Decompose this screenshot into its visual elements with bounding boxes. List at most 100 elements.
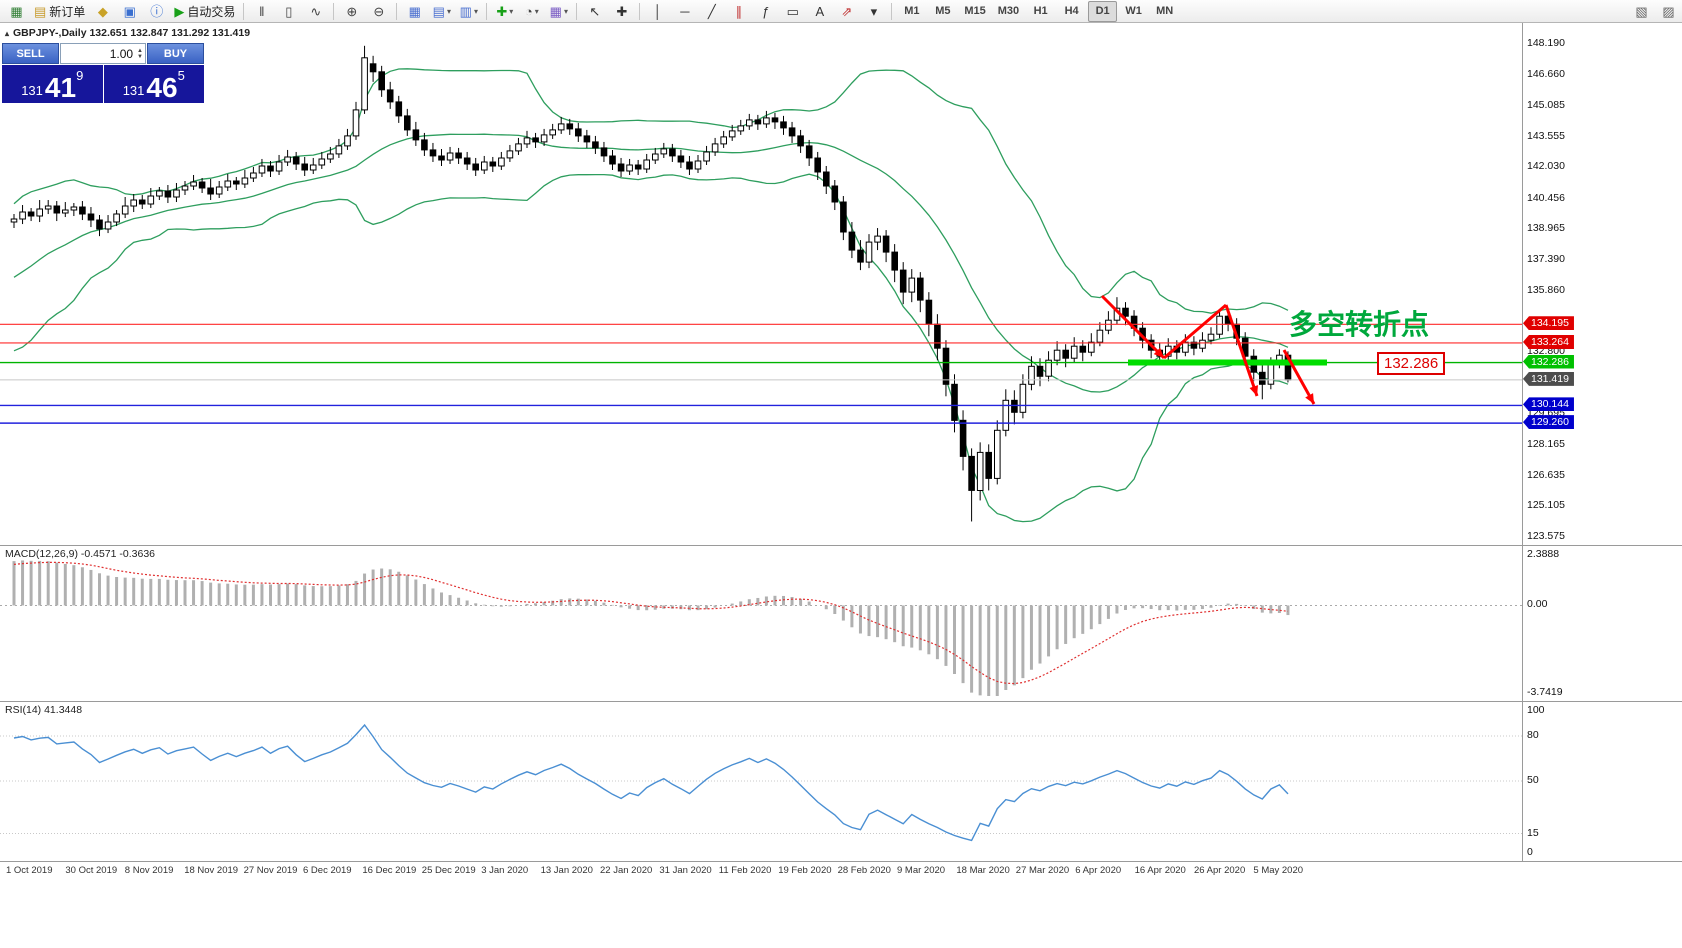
volume-value[interactable]: 1.00 xyxy=(109,46,134,61)
new-chart-button[interactable]: ▦ xyxy=(4,1,29,22)
new-order-button[interactable]: ▤ 新订单 xyxy=(31,1,88,22)
chart-annotation-text[interactable]: 多空转折点 xyxy=(1289,308,1430,341)
indicators-button[interactable]: ✚ ▾ xyxy=(492,1,517,22)
periods-button-icon: ◔ xyxy=(524,3,533,19)
price-axis-tag: 134.195 xyxy=(1523,316,1574,331)
info-button[interactable]: ⓘ xyxy=(144,1,169,22)
cursor-button[interactable]: ↖ xyxy=(582,1,607,22)
new-order-button-label: 新订单 xyxy=(49,4,86,19)
zoom-out-button[interactable]: ⊖ xyxy=(366,1,391,22)
price-axis-label: 148.190 xyxy=(1527,37,1565,49)
price-axis-tag: 130.144 xyxy=(1523,397,1574,412)
channel-button-icon: ∥ xyxy=(735,3,743,19)
tf-d1-label: D1 xyxy=(1095,5,1110,17)
data-window-button[interactable]: ▧ xyxy=(1629,1,1654,22)
cascade-button-icon: ▥ xyxy=(459,3,472,19)
templates-button[interactable]: ▦ ▾ xyxy=(546,1,571,22)
tf-h1[interactable]: H1 xyxy=(1026,1,1055,22)
tf-m30-label: M30 xyxy=(997,5,1020,17)
price-axis-label: 125.105 xyxy=(1527,499,1565,512)
volume-up-button[interactable]: ▲ xyxy=(137,47,143,54)
tf-mn-label: MN xyxy=(1156,5,1174,17)
autotrading-button[interactable]: ▶ 自动交易 xyxy=(171,1,238,22)
candlestick-button[interactable]: ▯ xyxy=(276,1,301,22)
line-chart-button[interactable]: ∿ xyxy=(303,1,328,22)
horizontal-line-button[interactable]: ─ xyxy=(672,1,697,22)
cursor-button-icon: ↖ xyxy=(589,3,601,19)
arrows-button-icon: ⇗ xyxy=(841,3,853,19)
sell-button[interactable]: SELL xyxy=(2,43,59,64)
arrange-button-icon: ▤ xyxy=(432,3,445,19)
tf-m5[interactable]: M5 xyxy=(928,1,957,22)
rsi-scale-label: 0 xyxy=(1527,846,1533,858)
sell-price-display[interactable]: 131 41 9 xyxy=(2,65,103,103)
indicators-button-dropdown-icon[interactable]: ▾ xyxy=(509,6,514,16)
price-axis-label: 142.030 xyxy=(1527,160,1565,173)
tf-d1[interactable]: D1 xyxy=(1088,0,1118,22)
buy-price-display[interactable]: 131 46 5 xyxy=(103,65,204,103)
cascade-button[interactable]: ▥ ▾ xyxy=(456,1,481,22)
price-axis-label: 135.860 xyxy=(1527,283,1565,296)
objects-dropdown[interactable]: ▾ xyxy=(861,1,886,22)
crosshair-button-icon: ✚ xyxy=(616,3,628,19)
data-window-button-icon: ▧ xyxy=(1635,3,1648,19)
buy-button[interactable]: BUY xyxy=(147,43,204,64)
periods-button[interactable]: ◔ ▾ xyxy=(519,1,544,22)
cascade-button-dropdown-icon[interactable]: ▾ xyxy=(473,6,478,16)
autotrading-button-label: 自动交易 xyxy=(187,4,236,19)
volume-stepper[interactable]: 1.00 ▲ ▼ xyxy=(60,43,146,64)
buy-price-figure: 131 xyxy=(122,83,145,98)
price-axis-tag: 129.260 xyxy=(1523,415,1574,430)
price-axis-label: 143.555 xyxy=(1527,129,1565,142)
tf-h1-label: H1 xyxy=(1033,5,1048,17)
profiles-button-icon: ▣ xyxy=(123,3,136,19)
shapes-button[interactable]: ▭ xyxy=(780,1,805,22)
rsi-scale-label: 100 xyxy=(1527,704,1545,716)
arrange-button-dropdown-icon[interactable]: ▾ xyxy=(446,6,451,16)
channel-button[interactable]: ∥ xyxy=(726,1,751,22)
tf-m15[interactable]: M15 xyxy=(959,1,990,22)
info-button-icon: ⓘ xyxy=(150,3,164,19)
search-button[interactable]: ▨ xyxy=(1656,1,1681,22)
volume-down-button[interactable]: ▼ xyxy=(137,53,143,60)
arrows-button[interactable]: ⇗ xyxy=(834,1,859,22)
price-axis-label: 146.660 xyxy=(1527,67,1565,80)
price-axis-label: 145.085 xyxy=(1527,99,1565,112)
chart-title-text: GBPJPY-,Daily 132.651 132.847 131.292 13… xyxy=(13,27,251,39)
templates-button-dropdown-icon[interactable]: ▾ xyxy=(563,6,568,16)
price-axis-label: 126.635 xyxy=(1527,468,1565,481)
rsi-scale-label: 50 xyxy=(1527,774,1539,786)
macd-scale-label: 0.00 xyxy=(1527,598,1548,611)
price-axis[interactable]: 148.190 146.660 145.085 143.555 142.030 140.4… xyxy=(1523,0,1682,862)
macd-scale-label: 2.3888 xyxy=(1527,548,1560,560)
profiles-button[interactable]: ▣ xyxy=(117,1,142,22)
new-order-button-icon: ▤ xyxy=(34,3,47,19)
tf-mn[interactable]: MN xyxy=(1150,1,1179,22)
new-chart-button-icon: ▦ xyxy=(10,3,23,19)
price-callout-label[interactable]: 132.286 xyxy=(1377,352,1446,375)
tf-w1[interactable]: W1 xyxy=(1119,1,1148,22)
collapse-trade-panel-toggle[interactable]: ▴ xyxy=(5,28,10,38)
bar-chart-button[interactable]: ‖ xyxy=(249,1,274,22)
periods-button-dropdown-icon[interactable]: ▾ xyxy=(534,6,539,16)
tf-h4[interactable]: H4 xyxy=(1057,1,1086,22)
trendline-button[interactable]: ╱ xyxy=(699,1,724,22)
zoom-in-button[interactable]: ⊕ xyxy=(339,1,364,22)
tile-windows-button[interactable]: ▦ xyxy=(402,1,427,22)
tf-m30[interactable]: M30 xyxy=(993,1,1024,22)
price-axis-tag: 132.286 xyxy=(1523,354,1574,369)
bar-chart-button-icon: ‖ xyxy=(259,3,265,19)
text-button[interactable]: A xyxy=(807,1,832,22)
arrange-button[interactable]: ▤ ▾ xyxy=(429,1,454,22)
rsi-scale-label: 80 xyxy=(1527,729,1539,741)
tf-m15-label: M15 xyxy=(964,5,986,17)
tf-m1[interactable]: M1 xyxy=(897,1,926,22)
crosshair-button[interactable]: ✚ xyxy=(609,1,634,22)
vertical-line-button[interactable]: │ xyxy=(645,1,670,22)
metaeditor-button[interactable]: ◆ xyxy=(90,1,115,22)
buy-price-point: 5 xyxy=(177,68,185,83)
fibonacci-button[interactable]: ƒ xyxy=(753,1,778,22)
toolbar: ▦ ▤ 新订单 ◆ ▣ ⓘ ▶ 自动交易 ‖ ▯ ∿ ⊕ ⊖ ▦ ▤ ▾ ▥ ▾ ✚ ▾ ◔ ▾ ▦ ▾ ↖ ✚ │ ─ ╱ ∥ ƒ ▭ A ⇗ ▾… xyxy=(0,0,1682,23)
